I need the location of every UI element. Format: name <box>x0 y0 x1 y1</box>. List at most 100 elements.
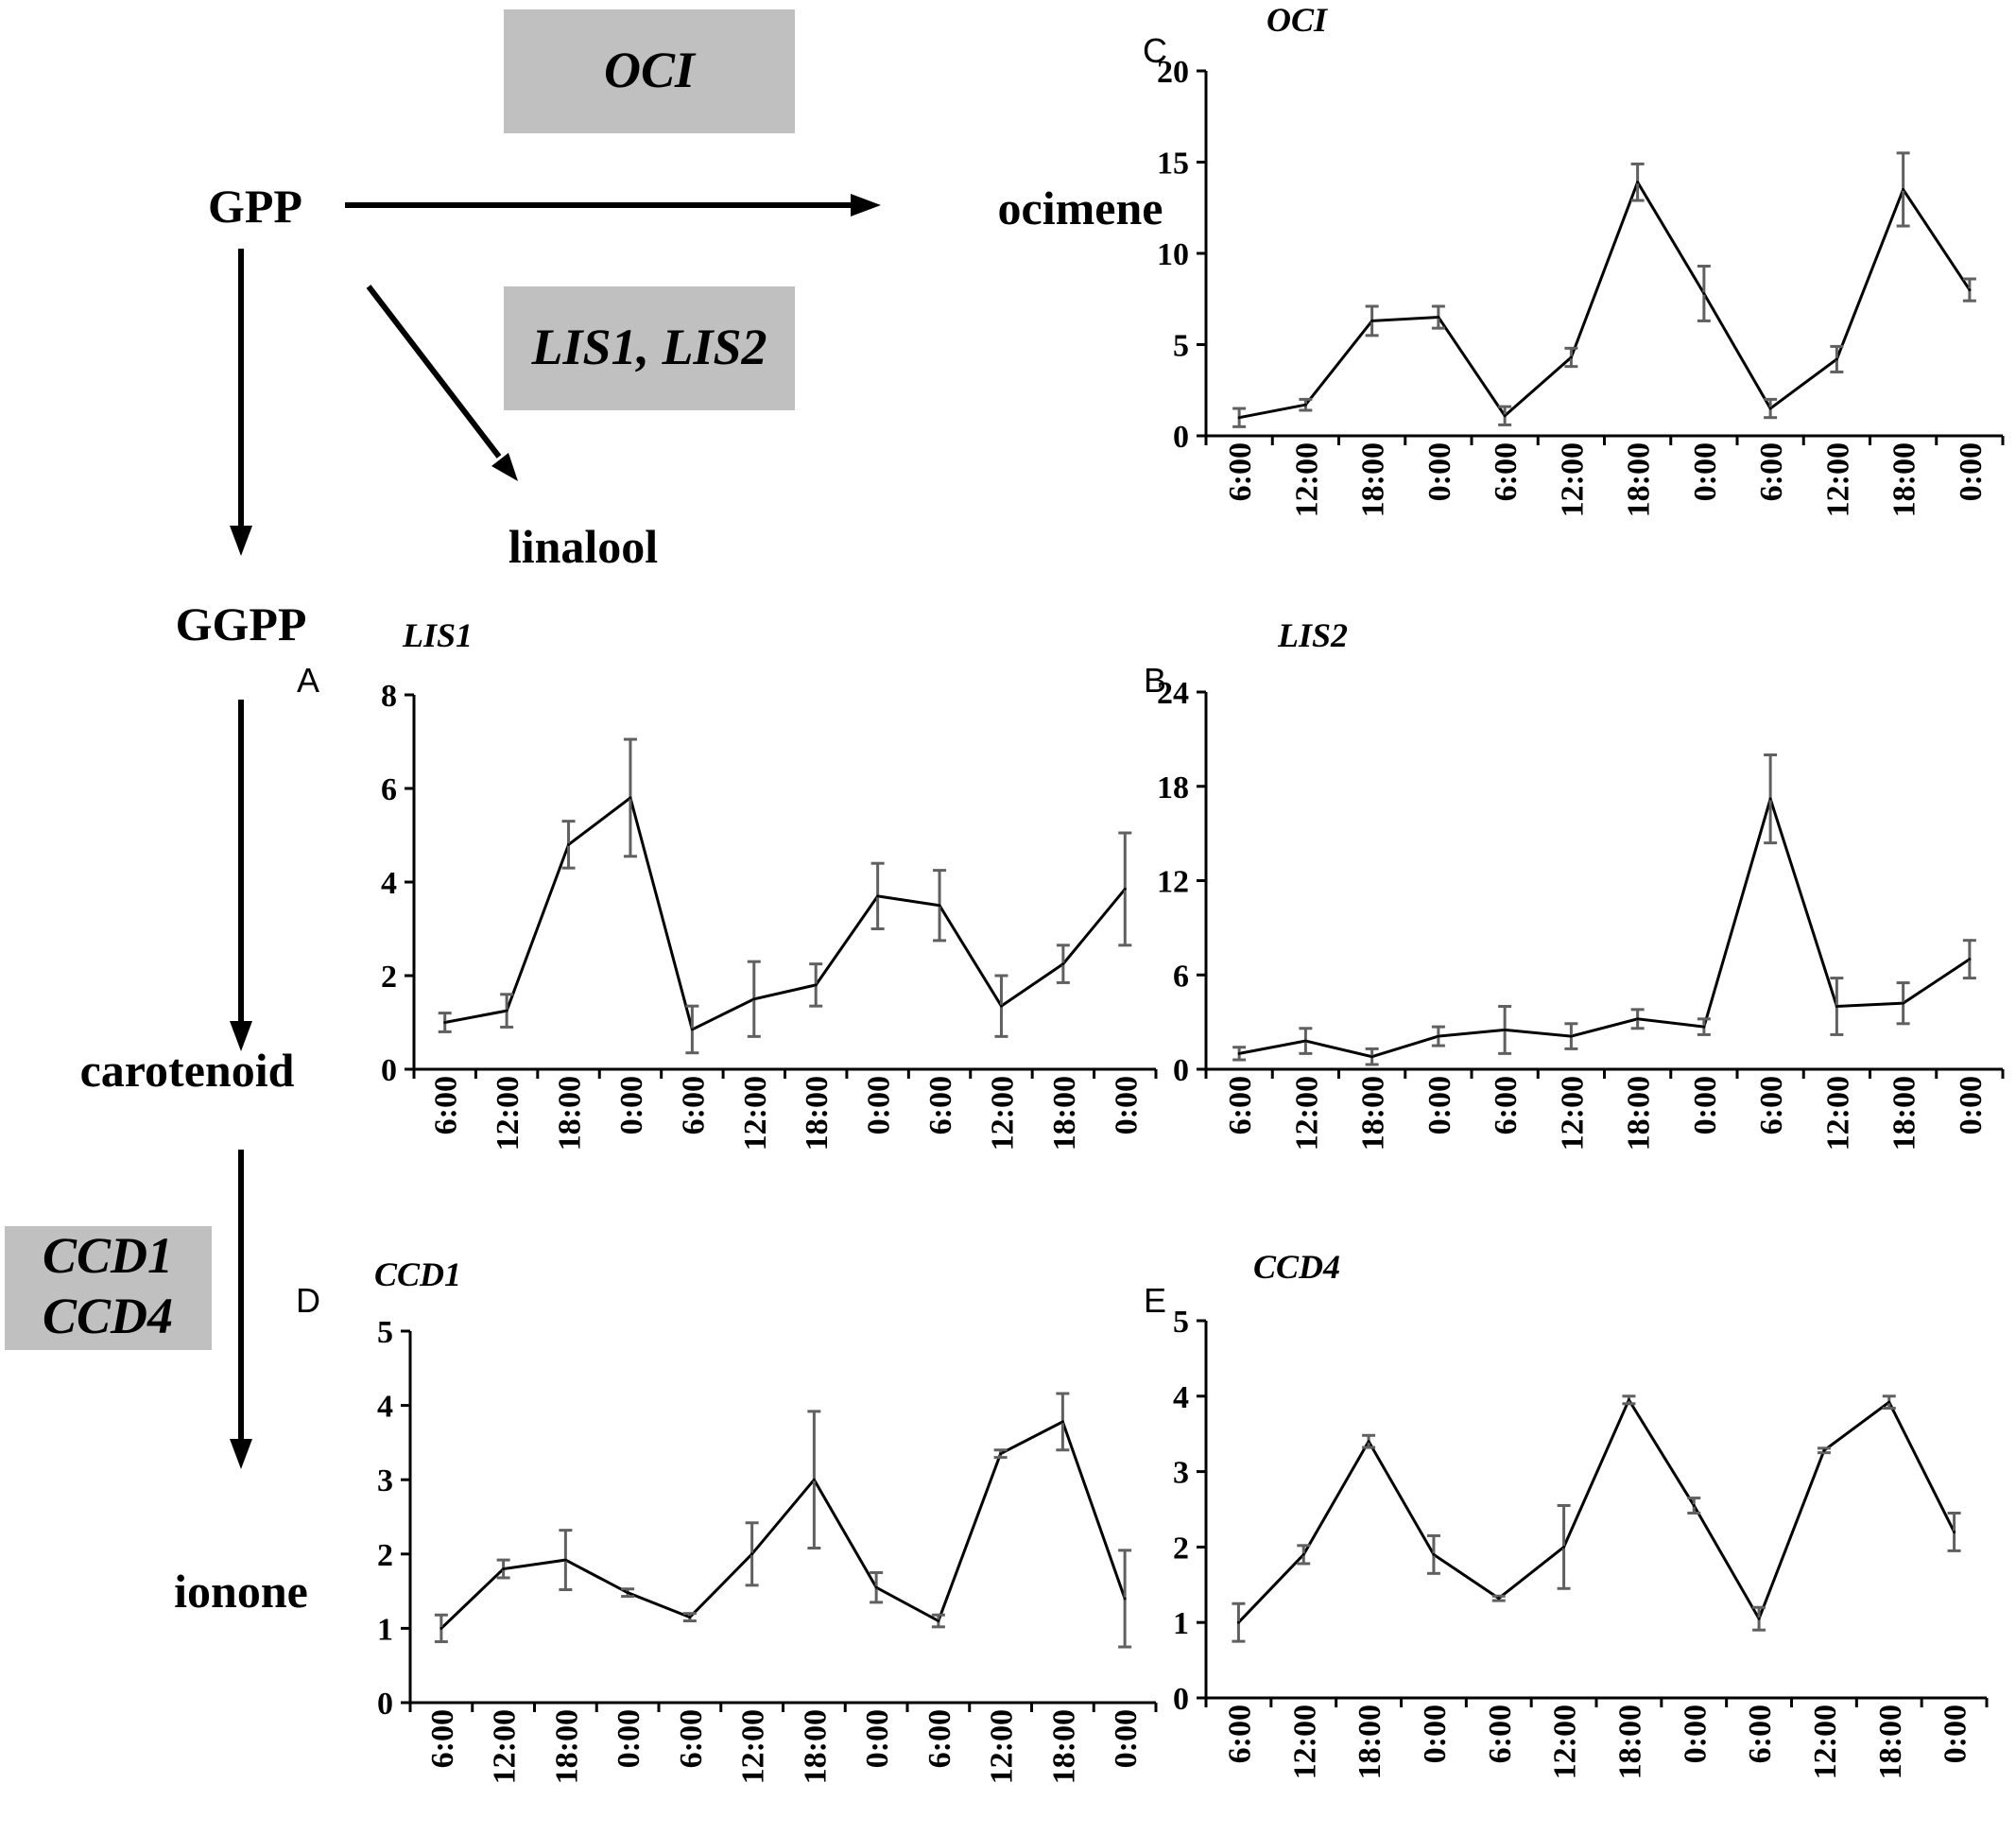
series-line-CCD1 <box>439 1419 1127 1630</box>
data-point <box>1636 181 1640 184</box>
data-point <box>1968 958 1972 961</box>
x-tick-label: 0:00 <box>1954 1076 1989 1134</box>
x-tick-label: 0:00 <box>1422 1076 1457 1134</box>
data-point <box>1627 1398 1630 1402</box>
data-point <box>563 1558 567 1562</box>
ionone-label: ionone <box>174 1565 308 1618</box>
y-tick-label: 24 <box>1157 676 1189 711</box>
y-tick-label: 4 <box>1173 1380 1189 1415</box>
x-tick-label: 0:00 <box>1109 1709 1144 1768</box>
data-point <box>1370 319 1374 322</box>
data-point <box>1437 1034 1440 1038</box>
data-point <box>1757 1617 1761 1620</box>
data-point <box>1636 1017 1640 1021</box>
series-line-CCD4 <box>1237 1396 1956 1624</box>
x-tick-label: 6:00 <box>923 1076 958 1134</box>
y-tick-label: 3 <box>377 1463 393 1498</box>
y-tick-label: 2 <box>1173 1531 1189 1566</box>
data-point <box>1237 1051 1241 1055</box>
data-point <box>1692 1504 1696 1508</box>
panel-letter-E: E <box>1144 1281 1166 1320</box>
x-tick-label: 12:00 <box>985 1709 1020 1784</box>
x-tick-label: 0:00 <box>1678 1705 1713 1763</box>
carotenoid-label: carotenoid <box>80 1044 295 1097</box>
data-point <box>1432 1552 1436 1556</box>
y-tick-label: 18 <box>1157 770 1189 805</box>
y-tick-label: 8 <box>381 679 397 714</box>
x-tick-label: 12:00 <box>1555 1076 1590 1151</box>
panel-letter-C: C <box>1143 31 1167 70</box>
data-point <box>874 1585 878 1589</box>
x-tick-label: 12:00 <box>491 1076 526 1151</box>
x-tick-label: 18:00 <box>1612 1705 1647 1779</box>
x-tick-label: 12:00 <box>736 1709 771 1784</box>
data-point <box>1902 187 1905 191</box>
chart-panel-A: A LIS1 0 2 4 6 8 6:00 12:00 18:00 0:00 6:00 12:00 1… <box>297 616 1158 1151</box>
data-point <box>814 983 818 987</box>
data-point <box>1303 403 1307 407</box>
data-point <box>1562 1545 1566 1549</box>
x-tick-label: 18:00 <box>1356 1076 1391 1151</box>
x-tick-label: 6:00 <box>1483 1705 1518 1763</box>
chart-panel-B: B LIS2 0 6 12 18 24 6:00 12:00 18:00 0:00 6:00 12:… <box>1144 616 2005 1151</box>
data-point <box>1303 1039 1307 1043</box>
lis-enzyme-label: LIS1, LIS2 <box>530 319 767 375</box>
x-tick-label: 0:00 <box>1109 1076 1144 1134</box>
data-point <box>1060 1420 1064 1424</box>
panel-letter-D: D <box>296 1281 320 1320</box>
data-point <box>1123 1597 1127 1601</box>
x-tick-label: 6:00 <box>922 1709 957 1768</box>
data-point <box>752 997 756 1001</box>
data-point <box>1237 416 1241 420</box>
data-point <box>876 894 880 898</box>
x-tick-label: 0:00 <box>1938 1705 1973 1763</box>
data-point <box>1768 407 1772 410</box>
data-point <box>505 1009 508 1013</box>
data-point <box>1503 414 1507 418</box>
chart-panel-D: D CCD1 0 1 2 3 4 5 6:00 12:00 18:00 0:00 6:00 12:00… <box>296 1255 1158 1784</box>
x-tick-label: 18:00 <box>1047 1076 1082 1151</box>
x-tick-label: 18:00 <box>1356 442 1391 517</box>
y-tick-label: 3 <box>1173 1456 1189 1491</box>
x-tick-label: 18:00 <box>1046 1709 1081 1784</box>
x-tick-label: 12:00 <box>1820 442 1855 517</box>
data-point <box>750 1552 754 1556</box>
y-tick-label: 5 <box>1173 1305 1189 1340</box>
carotenoid-to-ionone-arrowhead <box>230 1439 252 1469</box>
x-tick-label: 0:00 <box>1688 1076 1723 1134</box>
x-tick-label: 6:00 <box>429 1076 464 1134</box>
data-point <box>502 1567 506 1571</box>
y-tick-label: 5 <box>377 1315 393 1350</box>
data-point <box>1367 1440 1370 1444</box>
x-tick-label: 12:00 <box>738 1076 773 1151</box>
data-point <box>439 1626 443 1630</box>
x-tick-label: 18:00 <box>549 1709 584 1784</box>
data-point <box>1236 1620 1240 1624</box>
ccd4-enzyme-label: CCD4 <box>43 1288 173 1344</box>
data-point <box>1497 1597 1501 1601</box>
x-tick-label: 18:00 <box>1622 442 1657 517</box>
y-tick-label: 2 <box>377 1538 393 1573</box>
y-tick-label: 6 <box>381 772 397 807</box>
ccd1-enzyme-label: CCD1 <box>43 1227 173 1284</box>
oci-enzyme-box <box>504 9 795 133</box>
x-tick-label: 18:00 <box>798 1709 833 1784</box>
x-tick-label: 18:00 <box>1887 1076 1922 1151</box>
ggpp-to-carotenoid-arrowhead <box>230 1021 252 1051</box>
data-point <box>1822 1448 1826 1452</box>
data-point <box>937 1619 940 1623</box>
data-point <box>1902 1001 1905 1005</box>
x-tick-label: 18:00 <box>800 1076 835 1151</box>
x-tick-label: 0:00 <box>612 1709 646 1768</box>
x-tick-label: 6:00 <box>1754 442 1789 501</box>
x-tick-label: 6:00 <box>674 1709 709 1768</box>
y-tick-label: 0 <box>1173 420 1189 455</box>
data-point <box>567 842 571 846</box>
chart-title-D: CCD1 <box>374 1255 461 1293</box>
x-tick-label: 6:00 <box>1223 1076 1258 1134</box>
y-tick-label: 5 <box>1173 329 1189 364</box>
ccd-enzyme-box <box>5 1226 212 1350</box>
data-point <box>1061 962 1065 966</box>
x-tick-label: 0:00 <box>1954 442 1989 501</box>
